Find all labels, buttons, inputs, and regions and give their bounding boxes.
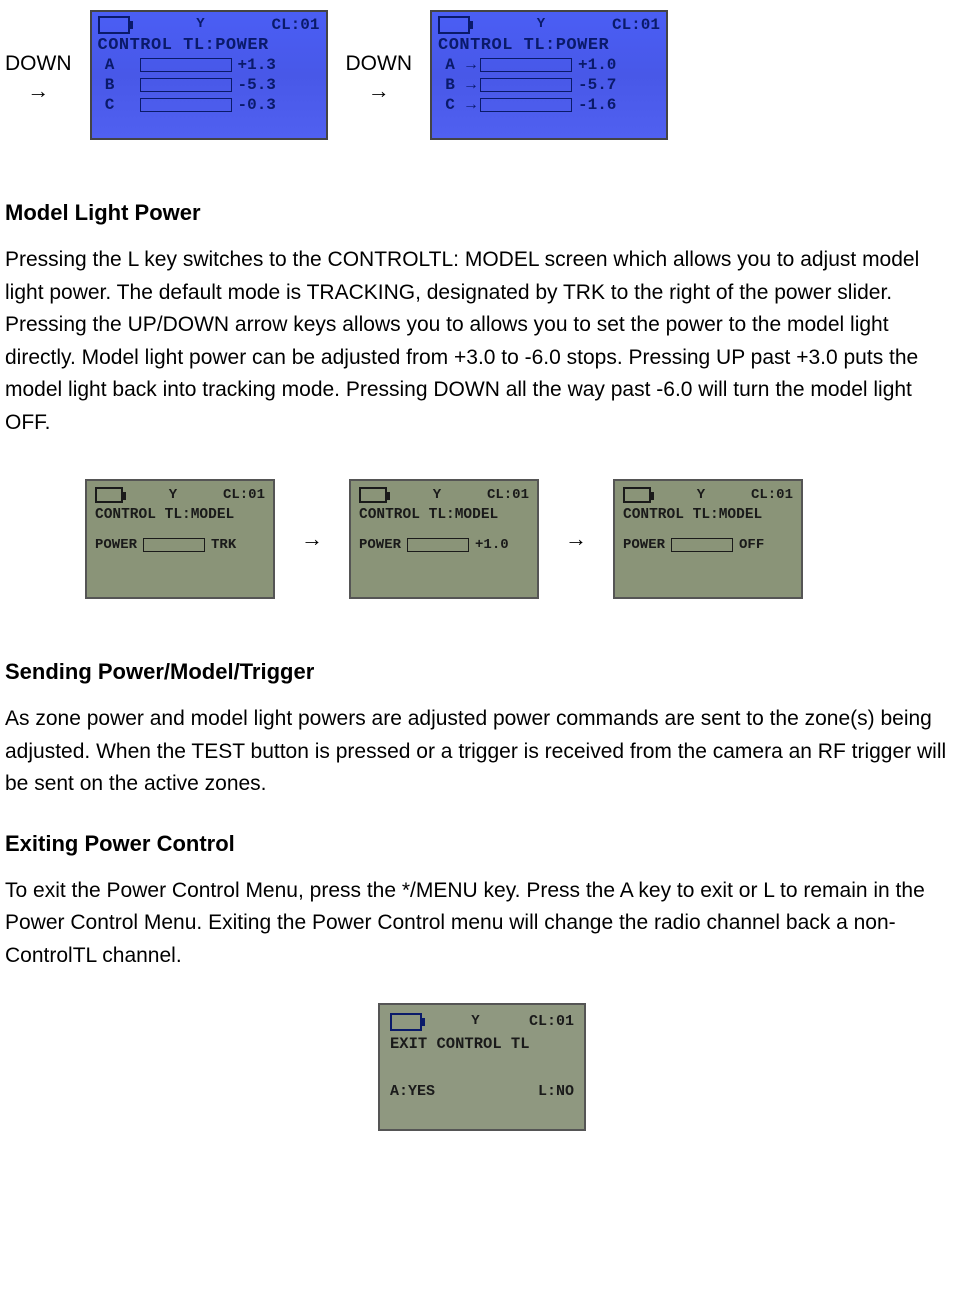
down-label-1: DOWN → <box>5 50 72 106</box>
zone-name: A <box>98 56 122 74</box>
battery-icon <box>438 16 470 34</box>
heading-sending: Sending Power/Model/Trigger <box>5 659 959 685</box>
power-screens-row: DOWN → Y CL:01 CONTROL TL:POWER A +1.3 B -5… <box>5 10 959 140</box>
channel-label: CL:01 <box>487 487 529 503</box>
zone-sep: → <box>462 96 480 114</box>
zone-name: B <box>438 76 462 94</box>
antenna-icon: Y <box>169 487 177 503</box>
lcd-title: CONTROL TL:MODEL <box>95 507 265 523</box>
power-value: TRK <box>211 537 236 553</box>
power-bar <box>140 78 232 92</box>
lcd-title: CONTROL TL:POWER <box>98 36 320 55</box>
lcd-exit: Y CL:01 EXIT CONTROL TL A:YES L:NO <box>378 1003 586 1131</box>
model-screens-row: Y CL:01 CONTROL TL:MODEL POWER TRK → Y CL:01 CON… <box>85 479 959 599</box>
antenna-icon: Y <box>537 16 545 34</box>
body-sending: As zone power and model light powers are… <box>5 703 959 801</box>
arrow-icon: → <box>368 78 390 103</box>
channel-label: CL:01 <box>529 1013 574 1031</box>
arrow-icon: → <box>301 526 323 552</box>
zone-name: C <box>98 96 122 114</box>
power-bar <box>407 538 469 552</box>
power-label: POWER <box>623 537 665 553</box>
power-value: +1.0 <box>475 537 509 553</box>
power-label: POWER <box>95 537 137 553</box>
exit-no: L:NO <box>538 1083 574 1100</box>
down-text: DOWN <box>346 52 413 75</box>
battery-icon <box>98 16 130 34</box>
power-bar <box>480 78 572 92</box>
zone-sep: → <box>462 76 480 94</box>
heading-exiting: Exiting Power Control <box>5 831 959 857</box>
zone-row: B -5.3 <box>98 75 320 95</box>
lcd-power-1: Y CL:01 CONTROL TL:POWER A +1.3 B -5.3 C -0.3 <box>90 10 328 140</box>
power-bar <box>480 58 572 72</box>
channel-label: CL:01 <box>751 487 793 503</box>
zone-value: -5.7 <box>578 76 616 94</box>
zone-value: -0.3 <box>238 96 276 114</box>
battery-icon <box>95 487 123 503</box>
zone-name: C <box>438 96 462 114</box>
channel-label: CL:01 <box>612 16 660 34</box>
heading-model-light: Model Light Power <box>5 200 959 226</box>
zone-value: +1.3 <box>238 56 276 74</box>
lcd-title: EXIT CONTROL TL <box>390 1035 574 1053</box>
zone-row: B→ -5.7 <box>438 75 660 95</box>
lcd-model-2: Y CL:01 CONTROL TL:MODEL POWER +1.0 <box>349 479 539 599</box>
down-text: DOWN <box>5 52 72 75</box>
antenna-icon: Y <box>471 1013 479 1031</box>
lcd-model-3: Y CL:01 CONTROL TL:MODEL POWER OFF <box>613 479 803 599</box>
zone-row: A +1.3 <box>98 55 320 75</box>
battery-icon <box>359 487 387 503</box>
battery-icon <box>623 487 651 503</box>
arrow-icon: → <box>27 78 49 103</box>
zone-name: A <box>438 56 462 74</box>
zone-value: +1.0 <box>578 56 616 74</box>
zone-row: A→ +1.0 <box>438 55 660 75</box>
power-bar <box>480 98 572 112</box>
zone-value: -1.6 <box>578 96 616 114</box>
channel-label: CL:01 <box>223 487 265 503</box>
power-bar <box>140 98 232 112</box>
power-bar <box>140 58 232 72</box>
zone-row: C -0.3 <box>98 95 320 115</box>
antenna-icon: Y <box>697 487 705 503</box>
lcd-title: CONTROL TL:MODEL <box>359 507 529 523</box>
zone-row: C→ -1.6 <box>438 95 660 115</box>
arrow-icon: → <box>565 526 587 552</box>
zone-value: -5.3 <box>238 76 276 94</box>
lcd-model-1: Y CL:01 CONTROL TL:MODEL POWER TRK <box>85 479 275 599</box>
exit-yes: A:YES <box>390 1083 435 1100</box>
lcd-title: CONTROL TL:POWER <box>438 36 660 55</box>
body-exiting: To exit the Power Control Menu, press th… <box>5 875 959 973</box>
antenna-icon: Y <box>196 16 204 34</box>
power-bar <box>671 538 733 552</box>
down-label-2: DOWN → <box>346 50 413 106</box>
antenna-icon: Y <box>433 487 441 503</box>
body-model-light: Pressing the L key switches to the CONTR… <box>5 244 959 439</box>
zone-sep: → <box>462 56 480 74</box>
power-bar <box>143 538 205 552</box>
power-value: OFF <box>739 537 764 553</box>
battery-icon <box>390 1013 422 1031</box>
zone-name: B <box>98 76 122 94</box>
lcd-title: CONTROL TL:MODEL <box>623 507 793 523</box>
channel-label: CL:01 <box>271 16 319 34</box>
lcd-power-2: Y CL:01 CONTROL TL:POWER A→+1.0B→-5.7C→-… <box>430 10 668 140</box>
power-label: POWER <box>359 537 401 553</box>
